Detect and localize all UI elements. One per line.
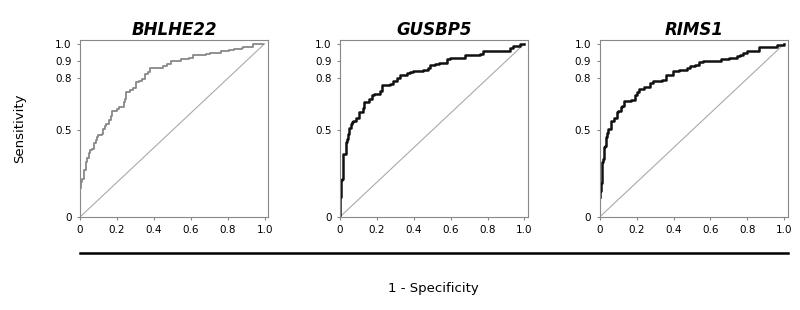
Title: BHLHE22: BHLHE22 bbox=[131, 21, 217, 39]
Text: 1 - Specificity: 1 - Specificity bbox=[388, 282, 479, 295]
Text: Sensitivity: Sensitivity bbox=[14, 94, 26, 163]
Title: GUSBP5: GUSBP5 bbox=[396, 21, 472, 39]
Title: RIMS1: RIMS1 bbox=[664, 21, 723, 39]
